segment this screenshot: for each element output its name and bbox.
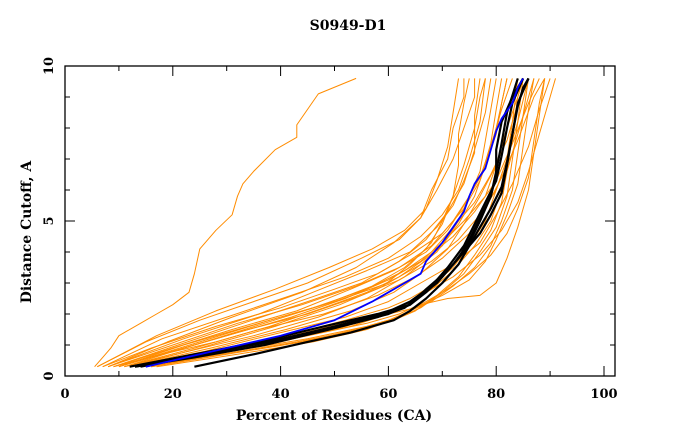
y-axis-tick-labels: 0 5 10 — [42, 57, 57, 381]
chart-title: S0949-D1 — [310, 18, 387, 34]
series-line-o25 — [129, 78, 470, 368]
series-line-best5 — [194, 77, 530, 368]
series-line-highlight — [145, 77, 524, 368]
series-line-o13 — [113, 78, 492, 368]
series-layer — [94, 77, 556, 368]
x-tick-label: 100 — [590, 387, 617, 402]
series-line-o2 — [102, 78, 486, 368]
series-line-o9 — [124, 78, 546, 368]
series-line-best4 — [134, 77, 525, 368]
x-tick-label: 40 — [272, 387, 290, 402]
x-axis-tick-labels: 0 20 40 60 80 100 — [60, 387, 617, 402]
series-line-o3 — [102, 78, 503, 368]
series-line-o12 — [107, 78, 476, 368]
x-tick-label: 80 — [487, 387, 505, 402]
y-tick-label: 0 — [42, 371, 57, 380]
x-tick-label: 60 — [379, 387, 397, 402]
series-line-outlier — [94, 77, 357, 368]
x-axis-label: Percent of Residues (CA) — [236, 408, 432, 424]
x-axis-ticks — [64, 66, 605, 376]
series-line-o26 — [97, 78, 459, 368]
y-tick-label: 5 — [42, 216, 57, 225]
y-axis-label: Distance Cutoff, A — [19, 160, 35, 304]
series-line-o1 — [97, 78, 465, 368]
series-line-o27 — [124, 78, 486, 368]
x-tick-label: 20 — [164, 387, 182, 402]
series-line-o5 — [107, 78, 481, 368]
x-tick-label: 0 — [60, 387, 69, 402]
y-axis-ticks — [65, 65, 615, 377]
series-line-o18 — [124, 78, 508, 368]
series-line-o20 — [145, 78, 546, 368]
series-line-o28 — [151, 78, 524, 368]
plot-frame — [64, 65, 616, 377]
series-line-o19 — [113, 78, 513, 368]
y-tick-label: 10 — [42, 57, 57, 75]
